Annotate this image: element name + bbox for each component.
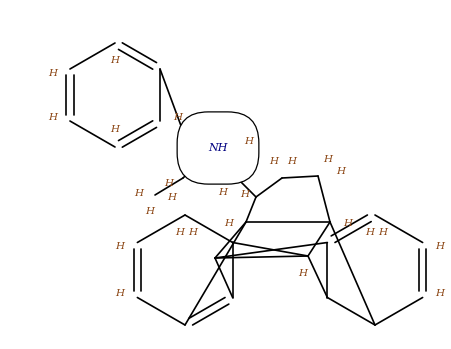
Text: H: H <box>48 68 57 77</box>
Text: H: H <box>110 56 120 65</box>
Text: H: H <box>323 155 332 164</box>
Text: H: H <box>287 157 296 166</box>
Text: H: H <box>134 188 143 198</box>
Text: H: H <box>167 193 176 201</box>
Text: H: H <box>189 228 198 237</box>
Text: H: H <box>115 242 124 251</box>
Text: H: H <box>198 131 207 140</box>
Text: H: H <box>198 142 207 151</box>
Text: H: H <box>378 228 387 237</box>
Text: H: H <box>175 228 184 237</box>
Text: H: H <box>218 188 227 197</box>
Text: H: H <box>115 289 124 298</box>
Text: H: H <box>270 157 279 166</box>
Text: H: H <box>299 269 308 278</box>
Text: H: H <box>436 242 445 251</box>
Text: H: H <box>240 190 249 199</box>
Text: H: H <box>48 112 57 121</box>
Text: H: H <box>164 178 173 187</box>
Text: H: H <box>173 112 182 121</box>
Text: H: H <box>110 125 120 134</box>
Text: H: H <box>343 220 352 229</box>
Text: H: H <box>436 289 445 298</box>
Text: H: H <box>146 207 155 216</box>
Text: H: H <box>365 228 374 237</box>
Text: H: H <box>244 138 253 147</box>
Text: H: H <box>224 220 233 229</box>
Text: NH: NH <box>208 143 228 153</box>
Text: H: H <box>336 168 345 177</box>
